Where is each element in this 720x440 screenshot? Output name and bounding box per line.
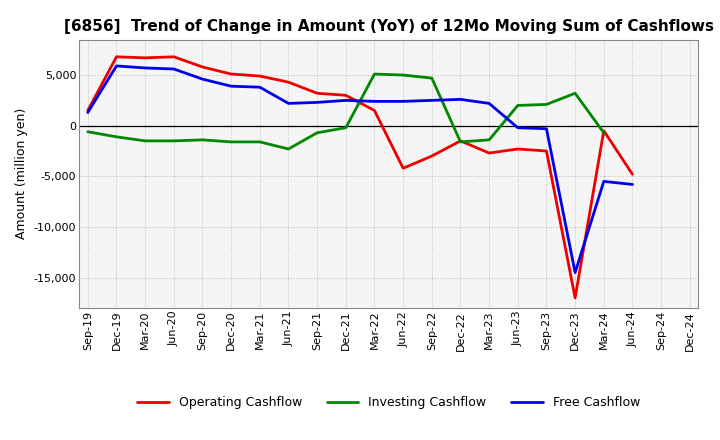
Title: [6856]  Trend of Change in Amount (YoY) of 12Mo Moving Sum of Cashflows: [6856] Trend of Change in Amount (YoY) o… <box>64 19 714 34</box>
Investing Cashflow <box>198 137 207 143</box>
Operating Cashflow <box>84 108 92 113</box>
Line: Operating Cashflow: Operating Cashflow <box>88 57 632 298</box>
Operating Cashflow <box>628 172 636 177</box>
Free Cashflow <box>227 84 235 89</box>
Line: Free Cashflow: Free Cashflow <box>88 66 632 272</box>
Free Cashflow <box>628 182 636 187</box>
Investing Cashflow <box>456 139 465 144</box>
Operating Cashflow <box>600 128 608 133</box>
Operating Cashflow <box>169 54 178 59</box>
Y-axis label: Amount (million yen): Amount (million yen) <box>15 108 28 239</box>
Investing Cashflow <box>341 125 350 130</box>
Free Cashflow <box>600 179 608 184</box>
Free Cashflow <box>485 101 493 106</box>
Investing Cashflow <box>542 102 551 107</box>
Free Cashflow <box>341 98 350 103</box>
Operating Cashflow <box>513 147 522 152</box>
Operating Cashflow <box>542 148 551 154</box>
Operating Cashflow <box>112 54 121 59</box>
Free Cashflow <box>571 270 580 275</box>
Investing Cashflow <box>169 138 178 143</box>
Investing Cashflow <box>600 130 608 136</box>
Free Cashflow <box>456 97 465 102</box>
Operating Cashflow <box>312 91 321 96</box>
Investing Cashflow <box>312 130 321 136</box>
Operating Cashflow <box>256 73 264 79</box>
Free Cashflow <box>112 63 121 69</box>
Free Cashflow <box>370 99 379 104</box>
Operating Cashflow <box>198 64 207 70</box>
Free Cashflow <box>513 125 522 130</box>
Operating Cashflow <box>428 154 436 159</box>
Investing Cashflow <box>399 73 408 78</box>
Operating Cashflow <box>341 93 350 98</box>
Investing Cashflow <box>485 137 493 143</box>
Legend: Operating Cashflow, Investing Cashflow, Free Cashflow: Operating Cashflow, Investing Cashflow, … <box>132 392 645 414</box>
Operating Cashflow <box>370 108 379 113</box>
Investing Cashflow <box>370 71 379 77</box>
Free Cashflow <box>198 77 207 82</box>
Free Cashflow <box>399 99 408 104</box>
Investing Cashflow <box>112 134 121 139</box>
Operating Cashflow <box>456 138 465 143</box>
Investing Cashflow <box>256 139 264 144</box>
Operating Cashflow <box>227 71 235 77</box>
Free Cashflow <box>141 65 150 70</box>
Free Cashflow <box>84 110 92 115</box>
Investing Cashflow <box>284 147 293 152</box>
Investing Cashflow <box>513 103 522 108</box>
Operating Cashflow <box>399 165 408 171</box>
Operating Cashflow <box>485 150 493 156</box>
Operating Cashflow <box>571 295 580 301</box>
Free Cashflow <box>428 98 436 103</box>
Investing Cashflow <box>227 139 235 144</box>
Operating Cashflow <box>141 55 150 60</box>
Line: Investing Cashflow: Investing Cashflow <box>88 74 604 149</box>
Free Cashflow <box>256 84 264 90</box>
Free Cashflow <box>542 126 551 132</box>
Investing Cashflow <box>84 129 92 134</box>
Free Cashflow <box>169 66 178 72</box>
Free Cashflow <box>312 100 321 105</box>
Free Cashflow <box>284 101 293 106</box>
Investing Cashflow <box>428 75 436 81</box>
Operating Cashflow <box>284 80 293 85</box>
Investing Cashflow <box>571 91 580 96</box>
Investing Cashflow <box>141 138 150 143</box>
